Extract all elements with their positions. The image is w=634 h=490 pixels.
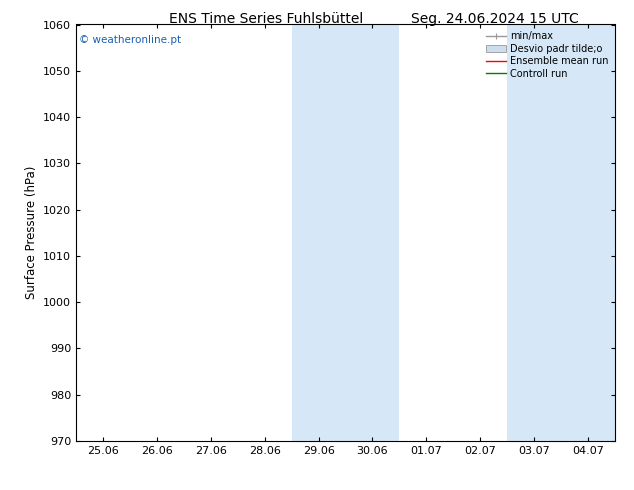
Bar xyxy=(561,24,615,441)
Bar xyxy=(507,24,561,441)
Y-axis label: Surface Pressure (hPa): Surface Pressure (hPa) xyxy=(25,166,37,299)
Text: © weatheronline.pt: © weatheronline.pt xyxy=(79,35,181,45)
Text: Seg. 24.06.2024 15 UTC: Seg. 24.06.2024 15 UTC xyxy=(411,12,578,26)
Text: ENS Time Series Fuhlsbüttel: ENS Time Series Fuhlsbüttel xyxy=(169,12,363,26)
Legend: min/max, Desvio padr tilde;o, Ensemble mean run, Controll run: min/max, Desvio padr tilde;o, Ensemble m… xyxy=(484,29,610,80)
Bar xyxy=(346,24,399,441)
Bar xyxy=(292,24,346,441)
